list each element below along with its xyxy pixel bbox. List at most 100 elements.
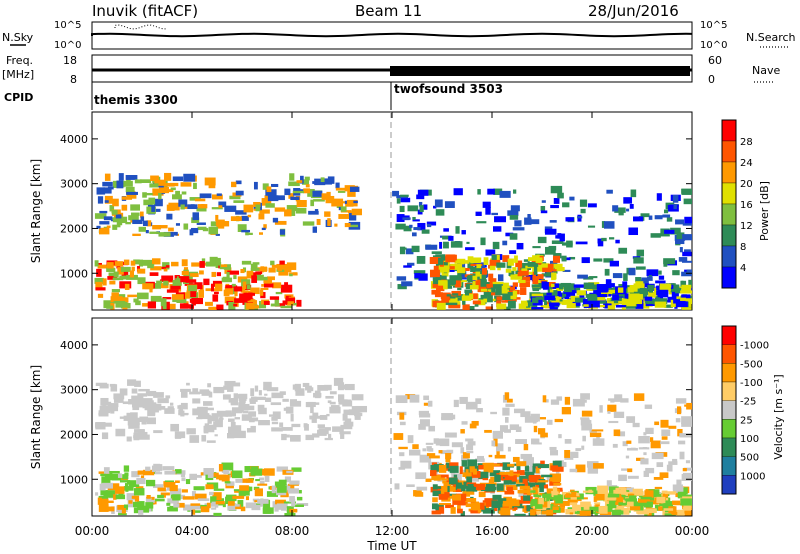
range-cell: [566, 291, 576, 297]
range-cell: [145, 229, 149, 234]
range-cell: [162, 262, 170, 270]
range-cell: [677, 299, 688, 308]
range-cell: [512, 506, 524, 509]
range-cell: [638, 447, 650, 450]
range-cell: [154, 208, 161, 212]
range-cell: [559, 233, 565, 242]
range-cell: [337, 190, 346, 193]
range-cell: [519, 269, 529, 276]
range-cell: [274, 303, 286, 307]
range-cell: [259, 477, 265, 481]
range-cell: [499, 471, 511, 475]
y-tick-label: 2000: [60, 428, 88, 441]
range-cell: [271, 264, 278, 268]
nsearch-label: N.Search: [746, 31, 796, 44]
range-cell: [407, 435, 414, 444]
colorbar-tick-label: 12: [740, 221, 753, 232]
range-cell: [624, 293, 629, 299]
range-cell: [615, 239, 620, 244]
range-cell: [472, 485, 478, 492]
range-cell: [459, 466, 463, 475]
range-cell: [569, 283, 575, 291]
range-cell: [259, 480, 265, 485]
range-cell: [481, 272, 487, 281]
range-cell: [190, 273, 199, 278]
range-cell: [439, 241, 443, 249]
range-cell: [194, 474, 202, 478]
range-cell: [541, 273, 551, 277]
range-cell: [114, 261, 124, 267]
range-cell: [499, 190, 511, 198]
range-cell: [630, 189, 637, 198]
range-cell: [127, 417, 140, 426]
range-cell: [654, 296, 660, 299]
range-cell: [440, 450, 452, 455]
range-cell: [222, 502, 226, 508]
range-cell: [313, 199, 325, 202]
range-cell: [289, 272, 298, 276]
range-cell: [445, 254, 456, 263]
range-cell: [614, 207, 626, 213]
range-cell: [408, 449, 421, 456]
range-cell: [540, 432, 548, 438]
range-cell: [311, 415, 321, 419]
range-cell: [109, 280, 116, 285]
range-cell: [354, 413, 361, 420]
range-cell: [497, 274, 504, 282]
range-cell: [635, 266, 646, 270]
range-cell: [449, 266, 455, 270]
range-cell: [538, 498, 544, 505]
range-cell: [564, 449, 571, 458]
range-cell: [137, 393, 148, 397]
range-cell: [576, 290, 586, 296]
range-cell: [618, 474, 627, 482]
range-cell: [562, 269, 571, 272]
range-cell: [324, 427, 331, 431]
range-cell: [173, 503, 180, 508]
range-cell: [286, 262, 297, 270]
range-cell: [246, 270, 254, 279]
range-cell: [553, 272, 557, 280]
range-cell: [478, 464, 484, 470]
range-cell: [551, 300, 559, 303]
range-cell: [581, 410, 593, 417]
range-cell: [319, 414, 328, 420]
range-cell: [279, 260, 285, 265]
range-cell: [683, 467, 692, 471]
range-cell: [434, 199, 443, 208]
range-cell: [429, 455, 440, 459]
range-cell: [544, 399, 549, 403]
range-cell: [250, 425, 256, 433]
range-cell: [286, 205, 298, 212]
range-cell: [151, 204, 156, 212]
range-cell: [192, 408, 200, 416]
range-cell: [283, 407, 287, 411]
range-cell: [512, 267, 517, 272]
y-tick-label: 4000: [60, 133, 88, 146]
range-cell: [531, 499, 538, 507]
range-cell: [667, 205, 679, 212]
range-cell: [502, 255, 510, 262]
range-cell: [465, 401, 478, 410]
range-cell: [684, 216, 692, 224]
range-cell: [104, 195, 113, 204]
range-cell: [214, 502, 219, 508]
range-cell: [186, 382, 190, 386]
range-cell: [625, 455, 630, 459]
range-cell: [575, 497, 581, 500]
range-cell: [227, 384, 234, 392]
range-cell: [621, 307, 626, 310]
range-cell: [624, 498, 632, 501]
range-cell: [253, 201, 261, 208]
range-cell: [182, 182, 189, 186]
range-cell: [414, 273, 421, 279]
range-cell: [227, 270, 240, 275]
range-cell: [684, 509, 692, 516]
range-cell: [570, 497, 577, 500]
range-cell: [333, 377, 344, 386]
cpid-mode-2: twofsound 3503: [394, 82, 503, 96]
range-cell: [97, 497, 102, 505]
range-cell: [483, 291, 492, 297]
range-cell: [527, 261, 539, 267]
range-cell: [238, 402, 246, 410]
